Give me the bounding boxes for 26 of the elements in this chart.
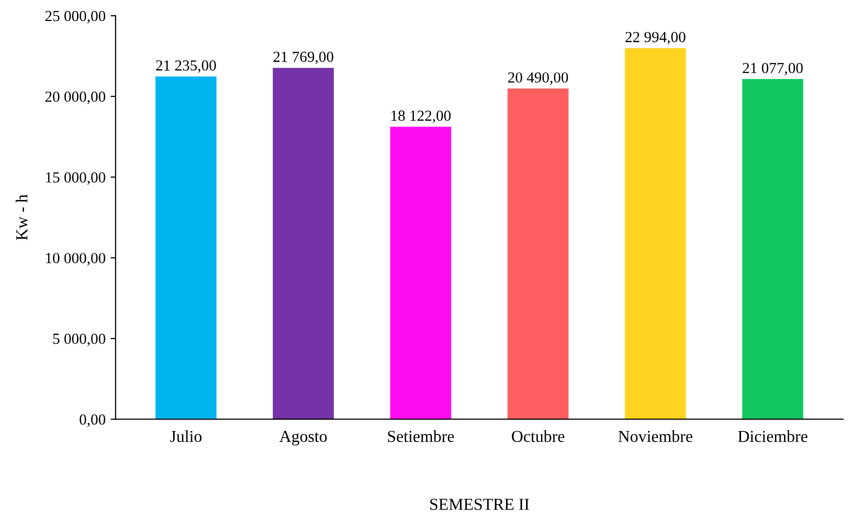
bar — [508, 88, 569, 420]
y-axis-title: Kw - h — [16, 194, 28, 240]
bar — [624, 48, 686, 420]
y-tick-label: 25 000,00 — [45, 10, 106, 24]
x-axis-title: SEMESTRE II — [430, 498, 530, 510]
bar — [390, 126, 452, 420]
bar — [272, 68, 334, 420]
x-tick-label: Julio — [170, 430, 202, 442]
data-label: 21 235,00 — [156, 60, 216, 73]
data-label: 20 490,00 — [508, 72, 568, 85]
x-tick-label: Noviembre — [618, 430, 692, 442]
x-tick-label: Agosto — [279, 430, 327, 446]
x-tick-label: Diciembre — [738, 430, 808, 442]
bar — [742, 79, 804, 420]
x-tick-label: Setiembre — [388, 430, 454, 442]
data-label: 21 769,00 — [273, 52, 334, 64]
y-tick-label: 15 000,00 — [46, 172, 106, 185]
data-label: 22 994,00 — [626, 32, 686, 44]
y-tick-label: 0,00 — [80, 414, 106, 427]
y-tick-label: 10 000,00 — [46, 252, 106, 266]
x-tick-label: Octubre — [512, 430, 564, 442]
y-tick-label: 20 000,00 — [45, 92, 106, 104]
data-label: 18 122,00 — [391, 110, 451, 124]
y-tick-label: 5 000,00 — [53, 334, 106, 346]
bar — [155, 76, 216, 420]
data-label: 21 077,00 — [742, 62, 803, 76]
